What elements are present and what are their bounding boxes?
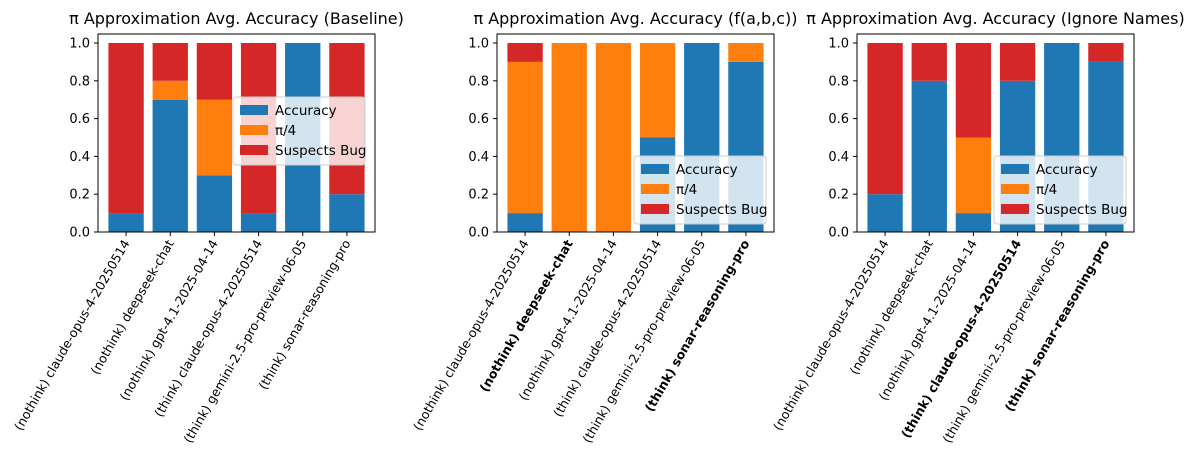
bar-accuracy-6 bbox=[329, 194, 365, 232]
legend-label: Suspects Bug bbox=[1036, 202, 1127, 218]
bar-accuracy-3 bbox=[196, 175, 233, 232]
legend-swatch bbox=[1001, 164, 1029, 174]
bar-4-3 bbox=[595, 43, 632, 232]
bar-suspects-bug-1 bbox=[507, 43, 543, 62]
legend-label: Accuracy bbox=[676, 162, 738, 178]
y-tick-label: 0.8 bbox=[468, 74, 489, 89]
bar-suspects-bug-6 bbox=[1088, 43, 1124, 62]
legend: Accuracy π/4 Suspects Bug bbox=[633, 155, 767, 225]
legend: Accuracy π/4 Suspects Bug bbox=[232, 96, 366, 166]
y-tick-label: 0.0 bbox=[468, 226, 489, 241]
bar-4-3 bbox=[196, 99, 233, 176]
bar-accuracy-4 bbox=[240, 213, 277, 232]
legend-swatch bbox=[1001, 204, 1029, 214]
legend-swatch bbox=[641, 204, 669, 214]
y-tick-label: 0.2 bbox=[69, 188, 90, 203]
y-tick-label: 1.0 bbox=[828, 37, 849, 52]
x-category-label: (nothink) deepseek-chat bbox=[87, 237, 177, 377]
x-category-label: (think) sonar-reasoning-pro bbox=[255, 237, 353, 392]
bar-accuracy-1 bbox=[507, 213, 543, 232]
chart-title: π Approximation Avg. Accuracy (Baseline) bbox=[69, 9, 404, 28]
chart-panel-3: π Approximation Avg. Accuracy (Ignore Na… bbox=[770, 9, 1185, 445]
bar-suspects-bug-3 bbox=[955, 43, 992, 138]
bar-4-1 bbox=[507, 61, 543, 214]
y-tick-label: 0.6 bbox=[828, 112, 849, 127]
y-tick-label: 0.8 bbox=[69, 74, 90, 89]
legend: Accuracy π/4 Suspects Bug bbox=[993, 155, 1127, 225]
bar-accuracy-3 bbox=[955, 213, 992, 232]
legend-swatch bbox=[240, 105, 268, 115]
legend-label: Suspects Bug bbox=[676, 202, 767, 218]
legend-label: Suspects Bug bbox=[275, 143, 366, 159]
legend-swatch bbox=[641, 164, 669, 174]
bar-suspects-bug-2 bbox=[911, 43, 947, 81]
bar-suspects-bug-1 bbox=[108, 43, 144, 214]
bar-4-3 bbox=[955, 137, 992, 214]
bar-accuracy-1 bbox=[867, 194, 903, 232]
chart-panel-1: π Approximation Avg. Accuracy (Baseline)… bbox=[11, 9, 404, 445]
y-tick-label: 0.4 bbox=[69, 150, 90, 165]
legend-swatch bbox=[641, 184, 669, 194]
y-tick-label: 0.6 bbox=[468, 112, 489, 127]
legend-swatch bbox=[240, 145, 268, 155]
x-category-label: (nothink) deepseek-chat bbox=[846, 237, 936, 377]
legend-label: π/4 bbox=[275, 123, 296, 139]
bar-suspects-bug-1 bbox=[867, 43, 903, 195]
chart-title: π Approximation Avg. Accuracy (f(a,b,c)) bbox=[473, 9, 797, 28]
bar-4-4 bbox=[639, 43, 676, 138]
bar-suspects-bug-4 bbox=[999, 43, 1036, 81]
y-tick-label: 0.4 bbox=[828, 150, 849, 165]
bar-accuracy-2 bbox=[911, 80, 947, 232]
y-tick-label: 0.0 bbox=[828, 226, 849, 241]
bar-suspects-bug-2 bbox=[152, 43, 188, 81]
axes-frame bbox=[97, 33, 376, 233]
bar-4-6 bbox=[728, 43, 764, 62]
y-tick-label: 0.2 bbox=[468, 188, 489, 203]
legend-swatch bbox=[240, 125, 268, 135]
bar-accuracy-2 bbox=[152, 99, 188, 232]
axes-frame bbox=[496, 33, 775, 233]
legend-swatch bbox=[1001, 184, 1029, 194]
legend-label: Accuracy bbox=[275, 103, 337, 119]
chart-title: π Approximation Avg. Accuracy (Ignore Na… bbox=[806, 9, 1184, 28]
axes-frame bbox=[856, 33, 1135, 233]
y-tick-label: 0.4 bbox=[468, 150, 489, 165]
legend-label: Accuracy bbox=[1036, 162, 1098, 178]
y-tick-label: 0.0 bbox=[69, 226, 90, 241]
y-tick-label: 0.8 bbox=[828, 74, 849, 89]
legend-label: π/4 bbox=[1036, 182, 1057, 198]
bar-4-2 bbox=[152, 80, 188, 100]
y-tick-label: 1.0 bbox=[69, 37, 90, 52]
y-tick-label: 0.6 bbox=[69, 112, 90, 127]
chart-panel-2: π Approximation Avg. Accuracy (f(a,b,c))… bbox=[410, 9, 798, 445]
bar-suspects-bug-3 bbox=[196, 43, 233, 100]
bar-accuracy-1 bbox=[108, 213, 144, 232]
y-tick-label: 1.0 bbox=[468, 37, 489, 52]
legend-label: π/4 bbox=[676, 182, 697, 198]
y-tick-label: 0.2 bbox=[828, 188, 849, 203]
bar-4-2 bbox=[551, 43, 587, 232]
